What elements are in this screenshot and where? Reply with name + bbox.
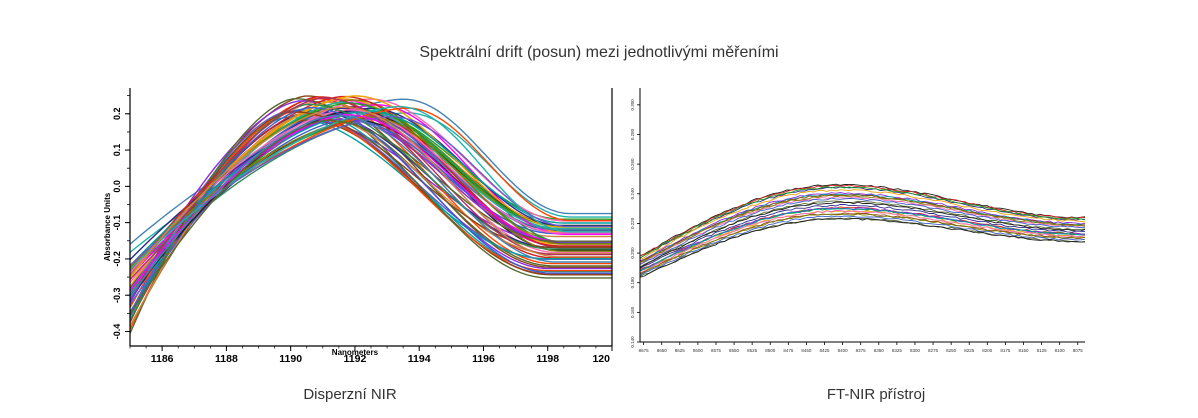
x-tick-label: 8100 <box>1055 348 1066 353</box>
spectrum-line-right <box>639 217 1086 278</box>
x-tick-label: 8425 <box>820 348 831 353</box>
y-tick-label: 0.1 <box>112 144 122 157</box>
y-tick-label: 0.220 <box>630 217 635 229</box>
spectrum-line-left <box>129 98 612 334</box>
spectrum-line-right <box>639 210 1086 274</box>
spectrum-line-right <box>639 201 1086 268</box>
x-tick-label: 8300 <box>910 348 921 353</box>
y-tick-label: 0.180 <box>630 277 635 289</box>
spectrum-line-left <box>129 110 612 323</box>
x-tick-label: 1192 <box>344 353 367 365</box>
x-tick-label: 8075 <box>1073 348 1084 353</box>
spectrum-line-right <box>639 213 1086 275</box>
spectrum-line-left <box>129 119 612 315</box>
x-tick-label: 1188 <box>215 353 238 365</box>
x-tick-label: 8125 <box>1037 348 1048 353</box>
x-tick-label: 8475 <box>783 348 794 353</box>
chart-ft-nir: 0.140 0.160 0.180 0.200 0.220 0.240 0.260 0.280… <box>630 88 1086 353</box>
spectrum-line-right <box>639 189 1086 260</box>
x-tick-label: 1190 <box>279 353 302 365</box>
spectrum-line-right <box>639 203 1086 270</box>
x-tick-label: 8550 <box>729 348 740 353</box>
y-tick-label: 0.200 <box>630 247 635 259</box>
axes-right: 0.140 0.160 0.180 0.200 0.220 0.240 0.260 0.280… <box>630 88 1085 353</box>
spectrum-line-left <box>129 106 612 277</box>
y-tick-label: -0.1 <box>112 215 122 231</box>
y-tick-label: -0.4 <box>112 324 122 340</box>
x-tick-label: 8525 <box>747 348 758 353</box>
y-tick-label: 0.300 <box>630 99 635 111</box>
caption-dispersive-nir: Disperzní NIR <box>303 386 397 403</box>
spectrum-line-right <box>639 208 1085 272</box>
spectrum-line-right <box>639 192 1086 262</box>
spectrum-line-left <box>129 104 612 278</box>
x-axis-label: Nanometers <box>332 348 379 357</box>
y-tick-label: 0.2 <box>112 108 122 121</box>
x-tick-label: 8275 <box>928 348 939 353</box>
x-tick-label: 8200 <box>982 348 993 353</box>
spectrum-line-left <box>129 114 612 298</box>
spectrum-line-right <box>639 186 1086 259</box>
y-tick-label: 0.240 <box>630 188 635 200</box>
y-tick-label: 0.260 <box>630 158 635 170</box>
x-tick-label: 1194 <box>408 353 431 365</box>
x-tick-label: 8675 <box>639 348 650 353</box>
x-tick-label: 8250 <box>946 348 957 353</box>
spectrum-line-right <box>639 193 1086 263</box>
y-axis-label: Absorbance Units <box>103 192 112 261</box>
x-tick-label: 8600 <box>693 348 704 353</box>
x-tick-label: 8150 <box>1018 348 1029 353</box>
y-tick-label: 0.140 <box>630 336 635 348</box>
x-tick-label: 1186 <box>151 353 174 365</box>
x-tick-label: 8450 <box>801 348 812 353</box>
plot-area-left <box>129 95 612 334</box>
y-tick-label: 0.0 <box>112 180 122 193</box>
y-tick-label: -0.2 <box>112 251 122 267</box>
x-tick-label: 8325 <box>892 348 903 353</box>
spectrum-line-right <box>639 183 1086 257</box>
spectrum-line-right <box>639 200 1086 268</box>
spectrum-line-right <box>639 215 1086 276</box>
spectrum-line-right <box>639 206 1086 271</box>
x-tick-label: 8375 <box>856 348 867 353</box>
y-tick-label: -0.3 <box>112 287 122 303</box>
x-tick-label: 1198 <box>536 353 559 365</box>
x-tick-label: 8575 <box>711 348 722 353</box>
spectrum-line-right <box>639 195 1086 263</box>
y-tick-label: 0.280 <box>630 128 635 140</box>
spectrum-line-right <box>639 197 1086 265</box>
chart-dispersive-nir: -0.4 -0.3 -0.2 -0.1 0.0 0.1 0.2 1186 1188 1190 119… <box>103 88 613 365</box>
spectrum-line-right <box>639 196 1086 265</box>
page-title: Spektrální drift (posun) mezi jednotlivý… <box>419 44 779 61</box>
plot-area-right <box>639 183 1086 278</box>
x-tick-label: 8625 <box>675 348 686 353</box>
x-tick-label: 8225 <box>964 348 975 353</box>
x-tick-label: 8650 <box>657 348 668 353</box>
x-tick-label: 8175 <box>1000 348 1011 353</box>
x-tick-label: 8400 <box>838 348 849 353</box>
spectrum-line-right <box>639 217 1085 277</box>
x-tick-label: 8350 <box>874 348 885 353</box>
x-tick-label: 1196 <box>472 353 495 365</box>
caption-ft-nir: FT-NIR přístroj <box>826 386 926 403</box>
spectrum-line-left <box>129 106 612 317</box>
axes-left: -0.4 -0.3 -0.2 -0.1 0.0 0.1 0.2 1186 1188 1190 119… <box>103 88 613 365</box>
x-tick-label: 8500 <box>765 348 776 353</box>
y-tick-label: 0.160 <box>630 306 635 318</box>
x-tick-label: 120 <box>592 353 610 365</box>
